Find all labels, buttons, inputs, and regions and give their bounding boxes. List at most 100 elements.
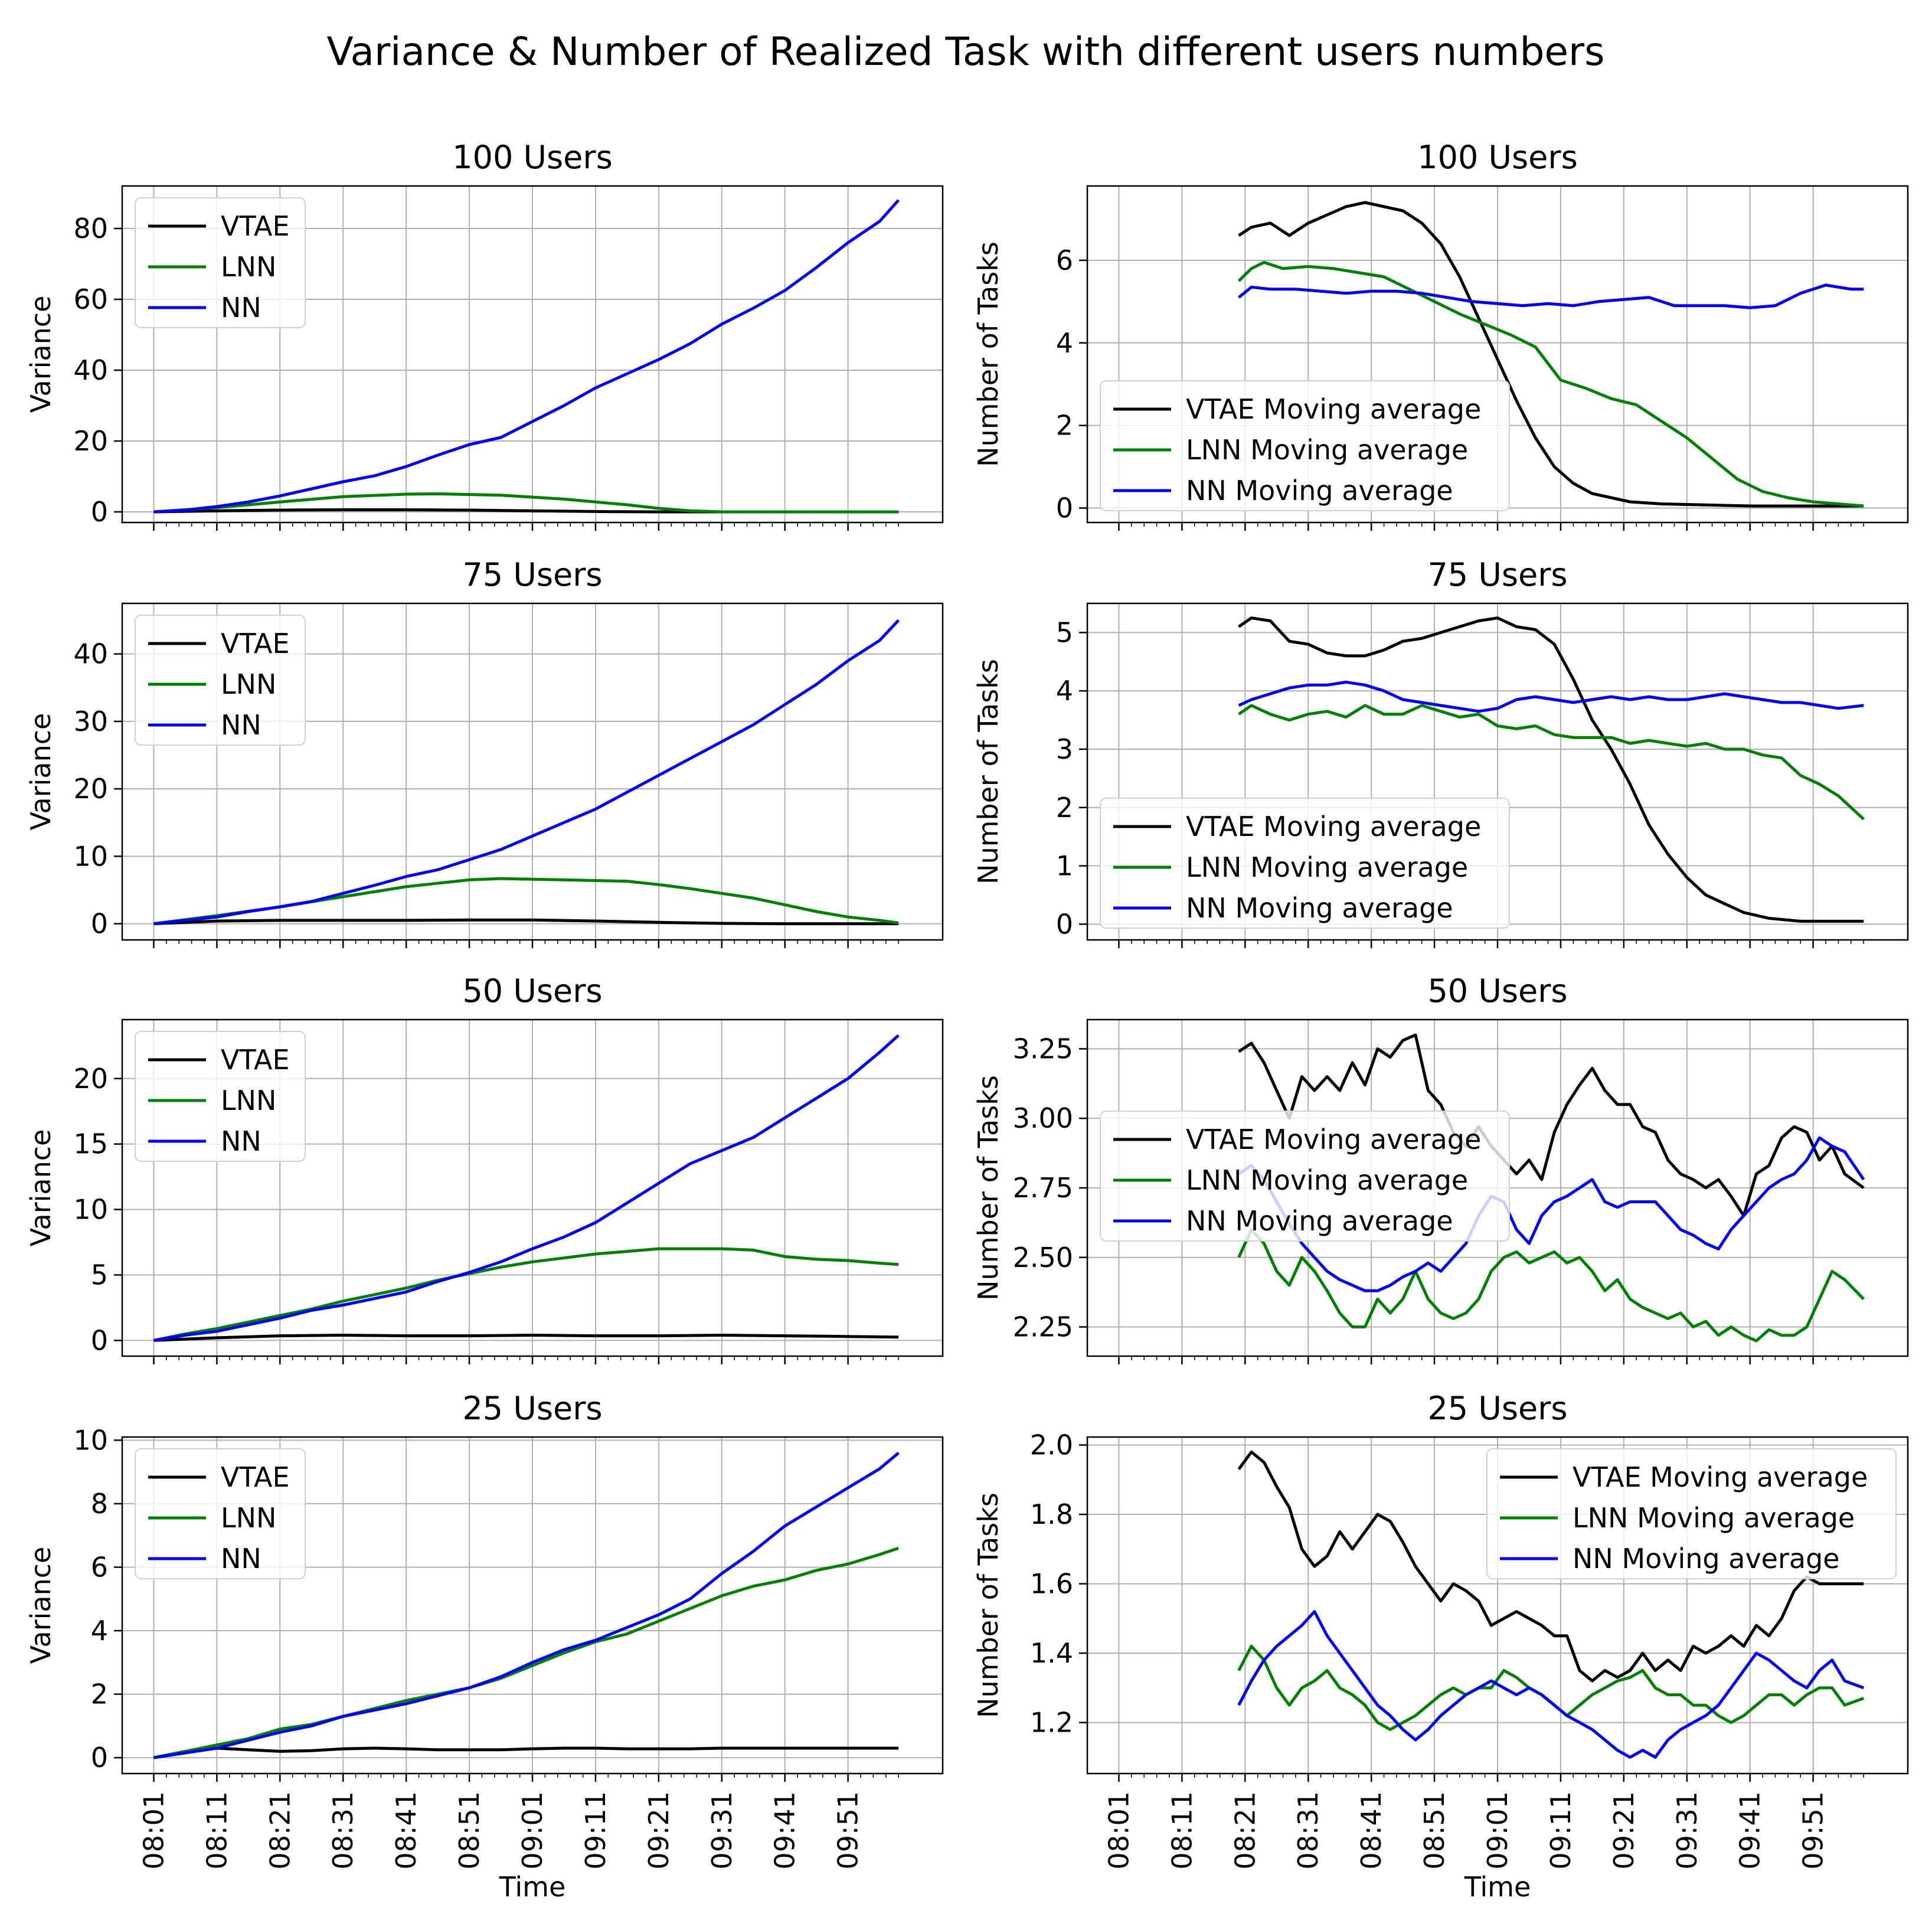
x-tick-label: 09:41 — [769, 1791, 801, 1870]
series-group — [1237, 1450, 1865, 1759]
subplot-title: 100 Users — [1417, 139, 1577, 176]
series-line-lnn — [153, 492, 899, 514]
x-tick-label: 08:41 — [390, 1791, 422, 1870]
series-line-vtae — [1238, 616, 1864, 923]
y-tick-label: 4 — [91, 1615, 108, 1647]
y-tick-label: 1.4 — [1030, 1637, 1073, 1669]
legend-label: VTAE Moving average — [1186, 811, 1481, 842]
subplot-title: 50 Users — [462, 972, 602, 1010]
y-tick-label: 5 — [1056, 616, 1073, 648]
y-tick-label: 0 — [91, 496, 108, 528]
series-group — [153, 199, 900, 514]
x-tick-label: 09:01 — [1482, 1791, 1513, 1870]
x-tick-label: 08:21 — [1229, 1791, 1261, 1870]
y-axis-label: Variance — [25, 713, 57, 831]
legend: VTAE LNN NN — [135, 1031, 306, 1162]
series-line-lnn — [1238, 704, 1865, 821]
x-tick-label: 08:01 — [138, 1791, 169, 1870]
legend-label: NN Moving average — [1186, 475, 1453, 507]
y-tick-label: 2.25 — [1013, 1311, 1073, 1343]
y-tick-label: 0 — [1056, 908, 1073, 940]
y-tick-label: 80 — [73, 213, 108, 244]
y-tick-label: 4 — [1056, 675, 1073, 707]
series-line-lnn — [153, 1546, 899, 1759]
series-line-vtae — [1237, 1450, 1864, 1683]
subplot-title: 25 Users — [1427, 1390, 1567, 1427]
x-tick-label: 09:11 — [580, 1791, 612, 1870]
y-tick-label: 3.00 — [1013, 1102, 1073, 1134]
series-group — [1237, 201, 1864, 508]
x-tick-label: 09:51 — [1797, 1791, 1829, 1870]
legend-label: LNN — [221, 668, 276, 700]
x-tick-label: 08:31 — [327, 1791, 359, 1870]
series-line-vtae — [1238, 1033, 1865, 1217]
legend-box — [135, 197, 306, 328]
legend-box — [135, 1031, 306, 1162]
y-tick-label: 0 — [91, 1742, 108, 1774]
x-tick-label: 08:11 — [1166, 1791, 1198, 1870]
y-axis-label: Number of Tasks — [972, 1493, 1004, 1718]
legend-label: LNN Moving average — [1186, 1164, 1468, 1196]
y-tick-label: 1.2 — [1030, 1707, 1073, 1739]
y-tick-label: 10 — [73, 1424, 108, 1456]
subplot-title: 100 Users — [452, 139, 612, 176]
series-line-vtae — [153, 918, 899, 926]
legend-box — [135, 1448, 306, 1579]
x-tick-label: 09:31 — [1671, 1791, 1703, 1870]
x-tick-label: 09:01 — [516, 1791, 548, 1870]
x-tick-label: 08:51 — [453, 1791, 485, 1870]
x-tick-label: 09:41 — [1734, 1791, 1766, 1870]
subplot-task25: 25 Users 1.2 1.4 1.6 1.8 2.0 Number of Tasks 08… — [972, 1390, 1909, 1903]
subplot-title: 75 Users — [462, 556, 602, 593]
x-tick-label: 09:21 — [643, 1791, 675, 1870]
y-tick-label: 30 — [73, 706, 108, 737]
legend: VTAE Moving average LNN Moving average NN … — [1100, 380, 1510, 511]
y-tick-label: 1.8 — [1030, 1498, 1073, 1530]
x-axis-label: Time — [499, 1871, 566, 1903]
series-line-vtae — [1238, 201, 1864, 508]
legend-box — [1100, 380, 1510, 511]
series-group — [153, 1451, 900, 1759]
y-tick-label: 3 — [1056, 733, 1073, 765]
y-tick-label: 8 — [91, 1488, 108, 1520]
legend-box — [1486, 1448, 1897, 1579]
legend-label: VTAE — [221, 210, 290, 242]
series-line-nn — [153, 619, 900, 926]
subplot-title: 50 Users — [1427, 972, 1567, 1010]
series-group — [153, 1034, 900, 1342]
y-tick-label: 2 — [1056, 410, 1073, 442]
y-tick-label: 5 — [91, 1259, 108, 1291]
series-line-lnn — [1237, 1228, 1865, 1343]
series-group — [1237, 1033, 1865, 1343]
subplot-title: 25 Users — [462, 1390, 602, 1427]
series-line-nn — [1238, 283, 1864, 309]
y-tick-label: 0 — [91, 1324, 108, 1356]
series-line-nn — [153, 1451, 900, 1759]
y-tick-label: 6 — [1056, 244, 1073, 276]
x-axis-label: Time — [1464, 1871, 1531, 1903]
y-tick-label: 6 — [91, 1551, 108, 1583]
y-tick-label: 60 — [73, 283, 108, 315]
legend-label: VTAE Moving average — [1573, 1461, 1868, 1493]
legend-label: LNN Moving average — [1186, 851, 1468, 883]
legend-label: VTAE — [221, 1461, 290, 1493]
legend-label: NN — [221, 709, 261, 741]
subplot-var50: 50 Users 0 5 10 15 20 Variance VTAE LNN NN — [25, 972, 944, 1364]
y-tick-label: 3.25 — [1013, 1033, 1073, 1064]
subplot-var25: 25 Users 0 2 4 6 8 10 Variance 08:01 08:11 08:21 08… — [25, 1390, 944, 1903]
y-tick-label: 10 — [73, 1194, 108, 1226]
y-tick-label: 20 — [73, 1063, 108, 1095]
subplot-var75: 75 Users 0 10 20 30 40 Variance VTAE LNN NN — [25, 556, 944, 948]
legend-label: VTAE — [221, 628, 290, 659]
legend: VTAE LNN NN — [135, 197, 306, 328]
y-axis-label: Number of Tasks — [972, 659, 1004, 884]
legend-box — [1100, 1111, 1510, 1242]
x-tick-label: 09:21 — [1608, 1791, 1640, 1870]
y-tick-label: 2.50 — [1013, 1242, 1073, 1273]
series-line-nn — [153, 199, 900, 514]
legend: VTAE Moving average LNN Moving average NN … — [1100, 1111, 1510, 1242]
x-tick-label: 08:11 — [201, 1791, 233, 1870]
series-line-nn — [1238, 1136, 1865, 1292]
legend-label: NN Moving average — [1186, 1205, 1453, 1237]
